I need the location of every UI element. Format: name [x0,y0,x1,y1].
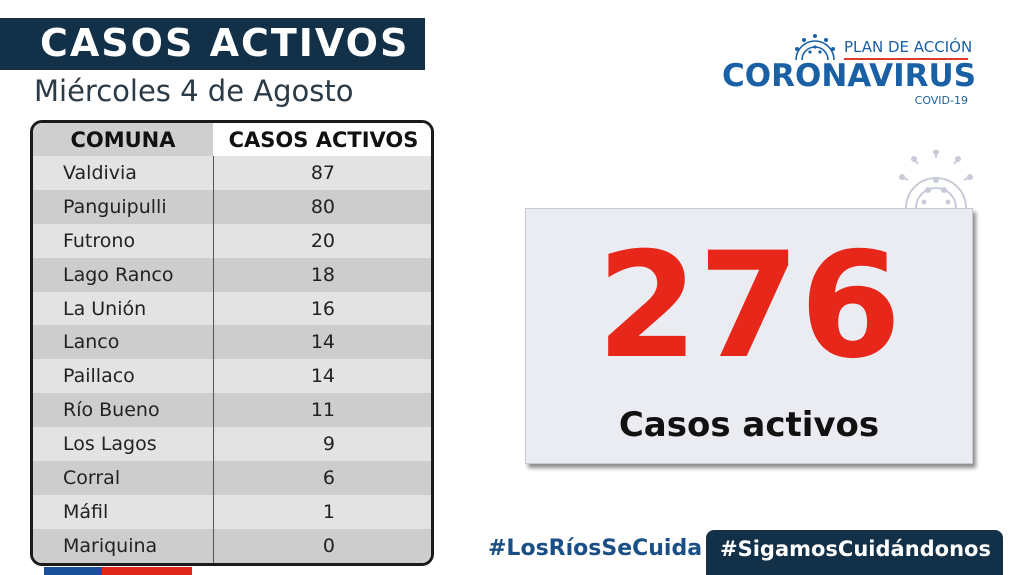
total-cases-card: 276 Casos activos [525,208,973,464]
hashtag-cuidandonos: #SigamosCuidándonos [720,537,991,561]
logo-sub-text: COVID-19 [914,94,968,107]
logo-underline [844,58,968,60]
total-cases-number: 276 [596,221,902,391]
comuna-cell: Panguipulli [33,189,214,224]
comuna-cell: Mariquina [33,528,214,563]
comuna-cell: Paillaco [33,359,214,394]
comuna-cell: La Unión [33,291,214,326]
table-row: La Unión 16 [33,291,431,326]
table-row: Lanco 14 [33,325,431,360]
logo-main-text: CORONAVIRUS [722,58,977,94]
casos-cell: 0 [214,528,431,563]
casos-cell: 14 [214,325,431,360]
comuna-cell: Lanco [33,325,214,360]
table-row: Corral 6 [33,461,431,495]
table-row: Futrono 20 [33,223,431,258]
report-date: Miércoles 4 de Agosto [34,74,354,108]
table-row: Lago Ranco 18 [33,257,431,292]
flag-stripe-red [102,567,192,575]
table-row: Mariquina 0 [33,528,431,563]
flag-stripe-blue [44,567,102,575]
table-body: Valdivia 87 Panguipulli 80 Futrono 20 Lago Ran… [33,156,431,563]
casos-cell: 80 [214,189,431,224]
hashtag-cuidandonos-banner: #SigamosCuidándonos [706,530,1003,575]
comuna-cell: Máfil [33,494,214,529]
comuna-cell: Los Lagos [33,427,214,462]
casos-cell: 1 [214,494,431,529]
cases-table: COMUNA CASOS ACTIVOS Valdivia 87 Panguipul… [30,120,434,566]
casos-cell: 9 [214,427,431,462]
casos-cell: 87 [214,156,431,190]
virus-decoration-icon [899,150,973,209]
comuna-cell: Río Bueno [33,393,214,428]
table-row: Los Lagos 9 [33,427,431,462]
casos-cell: 6 [214,461,431,495]
casos-cell: 14 [214,359,431,394]
casos-cell: 18 [214,257,431,292]
comuna-cell: Lago Ranco [33,257,214,292]
casos-cell: 16 [214,291,431,326]
page-title: CASOS ACTIVOS [40,21,410,65]
table-header: COMUNA CASOS ACTIVOS [33,123,431,156]
table-row: Panguipulli 80 [33,189,431,224]
comuna-cell: Corral [33,461,214,495]
table-row: Río Bueno 11 [33,393,431,428]
table-row: Paillaco 14 [33,359,431,394]
column-header-casos: CASOS ACTIVOS [216,123,431,156]
logo-plan-text: PLAN DE ACCIÓN [844,38,973,56]
comuna-cell: Valdivia [33,156,214,190]
hashtag-los-rios: #LosRíosSeCuida [488,536,703,561]
total-cases-label: Casos activos [618,405,880,445]
table-row: Valdivia 87 [33,156,431,190]
table-row: Máfil 1 [33,494,431,529]
comuna-cell: Futrono [33,223,214,258]
title-banner: CASOS ACTIVOS [0,18,425,70]
virus-icon [795,34,835,61]
column-header-comuna: COMUNA [33,123,216,156]
coronavirus-logo: PLAN DE ACCIÓN CORONAVIRUS COVID-19 [722,30,976,110]
casos-cell: 20 [214,223,431,258]
casos-cell: 11 [214,393,431,428]
